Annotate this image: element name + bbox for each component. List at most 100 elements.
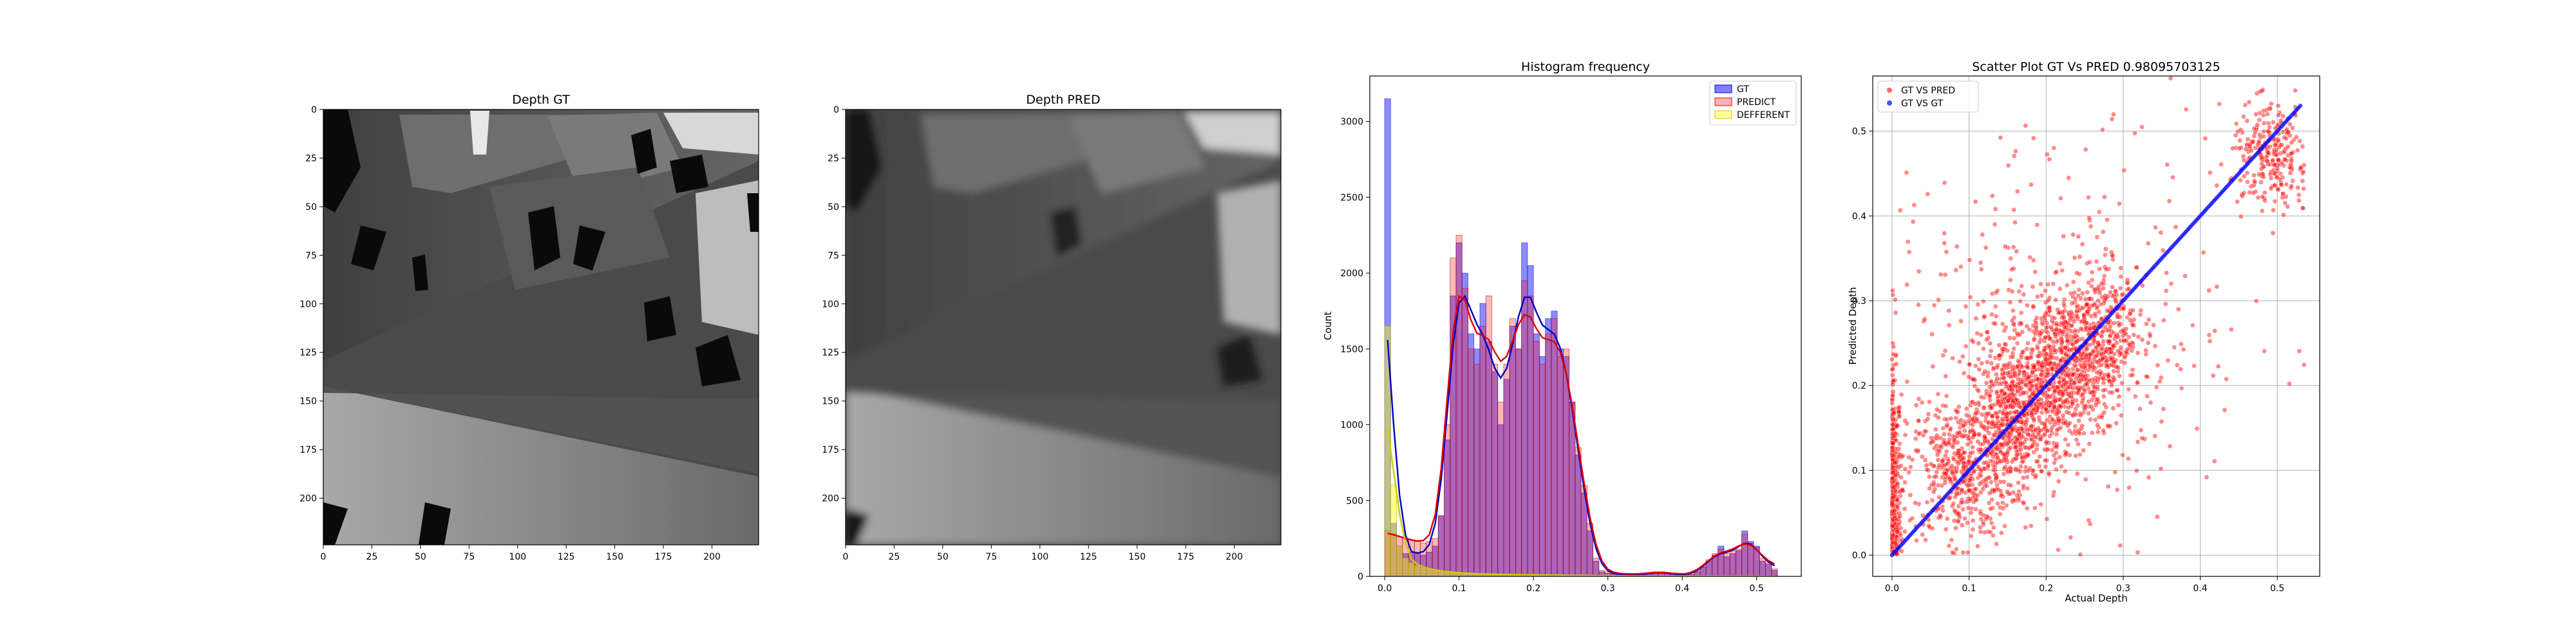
scatter-point-gt-vs-pred [2090, 303, 2095, 308]
scatter-point-gt-vs-pred [2275, 166, 2280, 171]
scatter-point-gt-vs-pred [2270, 157, 2275, 163]
scatter-point-gt-vs-pred [1969, 506, 1975, 511]
scatter-point-gt-vs-pred [1977, 525, 1983, 530]
scatter-point-gt-vs-pred [2081, 387, 2087, 392]
scatter-point-gt-vs-pred [2047, 336, 2053, 341]
scatter-point-gt-vs-pred [1916, 302, 1921, 308]
scatter-point-gt-vs-pred [2242, 102, 2248, 108]
scatter-point-gt-vs-pred [2014, 341, 2020, 346]
scatter-point-gt-vs-pred [1889, 427, 1895, 433]
scatter-point-gt-vs-pred [1935, 457, 1941, 462]
scatter-point-gt-vs-pred [1989, 312, 1994, 317]
scatter-point-gt-vs-pred [1998, 442, 2003, 448]
scatter-point-gt-vs-pred [1897, 493, 1903, 499]
scatter-point-gt-vs-pred [1913, 500, 1918, 506]
scatter-point-gt-vs-pred [1943, 527, 1949, 532]
scatter-point-gt-vs-pred [1942, 348, 1948, 354]
scatter-point-gt-vs-pred [2300, 178, 2306, 184]
depth-pred-xticks: 0 25 50 75 100 125 150 175 200 [843, 545, 1243, 562]
scatter-point-gt-vs-pred [1958, 417, 1964, 423]
scatter-point-gt-vs-pred [2110, 390, 2115, 395]
scatter-point-gt-vs-pred [1889, 495, 1895, 500]
scatter-point-gt-vs-pred [2010, 404, 2016, 410]
scatter-point-gt-vs-pred [1933, 443, 1939, 449]
scatter-point-gt-vs-pred [2105, 294, 2110, 299]
y-tick-label: 175 [822, 445, 839, 455]
scatter-point-gt-vs-pred [1908, 492, 1913, 498]
scatter-point-gt-vs-pred [2230, 146, 2235, 151]
scatter-point-gt-vs-pred [2214, 284, 2220, 289]
scatter-point-gt-vs-pred [2121, 167, 2127, 173]
scatter-point-gt-vs-pred [1953, 547, 1959, 552]
scatter-point-gt-vs-pred [2099, 329, 2105, 335]
scatter-point-gt-vs-pred [1890, 510, 1896, 516]
scatter-point-gt-vs-pred [2035, 346, 2041, 351]
scatter-point-gt-vs-pred [2054, 443, 2060, 449]
scatter-point-gt-vs-pred [2238, 178, 2243, 183]
scatter-point-gt-vs-pred [2268, 101, 2274, 106]
scatter-point-gt-vs-pred [1906, 249, 1912, 255]
scatter-point-gt-vs-pred [2083, 147, 2088, 152]
scatter-point-gt-vs-pred [1896, 465, 1902, 470]
scatter-point-gt-vs-pred [2000, 506, 2006, 511]
scatter-point-gt-vs-pred [2265, 111, 2270, 117]
scatter-point-gt-vs-pred [2251, 183, 2257, 188]
scatter-point-gt-vs-pred [1891, 407, 1897, 413]
scatter-point-gt-vs-pred [2025, 303, 2030, 308]
scatter-point-gt-vs-pred [1987, 529, 1993, 535]
scatter-point-gt-vs-pred [2021, 292, 2026, 298]
scatter-point-gt-vs-pred [2102, 325, 2108, 330]
legend-label-gt-vs-pred: GT VS PRED [1901, 86, 1955, 96]
scatter-point-gt-vs-pred [2081, 431, 2087, 436]
scatter-point-gt-vs-pred [2070, 401, 2076, 406]
scatter-point-gt-vs-pred [1889, 453, 1895, 459]
scatter-point-gt-vs-pred [2032, 427, 2038, 433]
scatter-point-gt-vs-pred [2297, 348, 2302, 354]
scatter-point-gt-vs-pred [2002, 390, 2008, 396]
scatter-point-gt-vs-pred [2035, 354, 2040, 359]
scatter-point-gt-vs-pred [1987, 341, 1993, 346]
scatter-point-gt-vs-pred [2007, 278, 2013, 283]
scatter-point-gt-vs-pred [2145, 374, 2150, 379]
scatter-point-gt-vs-pred [2058, 261, 2063, 267]
scatter-point-gt-vs-pred [2283, 194, 2289, 200]
scatter-point-gt-vs-pred [1993, 290, 1999, 296]
scatter-point-gt-vs-pred [1889, 500, 1895, 506]
x-tick-label: 150 [606, 552, 623, 562]
scatter-point-gt-vs-pred [2260, 113, 2266, 118]
y-tick-label: 50 [828, 202, 839, 213]
scatter-point-gt-vs-pred [2286, 129, 2291, 135]
scatter-point-gt-vs-pred [2060, 268, 2065, 273]
scatter-point-gt-vs-pred [1892, 460, 1897, 465]
scatter-point-gt-vs-pred [1942, 231, 1947, 236]
scatter-point-gt-vs-pred [1927, 399, 1932, 404]
scatter-point-gt-vs-pred [2237, 146, 2242, 151]
scatter-point-gt-vs-pred [2029, 411, 2034, 416]
scatter-point-gt-vs-pred [2130, 367, 2136, 372]
hist-bar-predict [1527, 296, 1534, 576]
scatter-point-gt-vs-pred [1937, 495, 1942, 500]
scatter-point-gt-vs-pred [2201, 250, 2206, 255]
scatter-point-gt-vs-pred [2064, 334, 2069, 339]
scatter-point-gt-vs-pred [1922, 457, 1928, 463]
scatter-point-gt-vs-pred [2017, 368, 2023, 374]
y-tick-label: 50 [305, 202, 317, 213]
scatter-point-gt-vs-pred [2268, 175, 2274, 181]
scatter-point-gt-vs-pred [1981, 460, 1987, 466]
scatter-point-gt-vs-pred [1902, 432, 1908, 438]
scatter-point-gt-vs-pred [1975, 475, 1981, 480]
scatter-point-gt-vs-pred [1968, 473, 1974, 478]
scatter-point-gt-vs-pred [2077, 254, 2083, 260]
x-tick-label: 200 [703, 552, 721, 562]
scatter-point-gt-vs-pred [2036, 464, 2042, 469]
scatter-point-gt-vs-pred [2066, 175, 2071, 181]
scatter-point-gt-vs-pred [1998, 493, 2003, 499]
scatter-point-gt-vs-pred [1961, 370, 1967, 376]
scatter-point-gt-vs-pred [1893, 534, 1899, 539]
scatter-point-gt-vs-pred [2049, 366, 2054, 372]
scatter-point-gt-vs-pred [2244, 118, 2249, 124]
scatter-point-gt-vs-pred [1942, 463, 1947, 468]
scatter-point-gt-vs-pred [2069, 301, 2075, 306]
scatter-point-gt-vs-pred [2017, 332, 2022, 337]
histogram-legend: GT PREDICT DEFFERENT [1709, 80, 1797, 126]
